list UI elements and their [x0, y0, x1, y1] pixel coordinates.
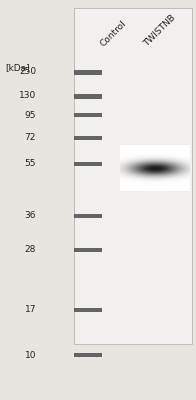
Bar	[74, 353, 102, 357]
Bar	[74, 308, 102, 312]
Bar	[74, 70, 102, 74]
Bar	[74, 162, 102, 166]
Text: TWISTNB: TWISTNB	[142, 13, 177, 48]
Bar	[74, 113, 102, 117]
Text: 130: 130	[19, 92, 36, 100]
Bar	[74, 8, 192, 344]
Bar	[74, 136, 102, 140]
Text: 10: 10	[24, 350, 36, 360]
Text: 36: 36	[24, 212, 36, 220]
Text: 28: 28	[25, 246, 36, 254]
Text: 250: 250	[19, 68, 36, 76]
Bar	[74, 214, 102, 218]
Text: 72: 72	[25, 134, 36, 142]
Text: Control: Control	[99, 18, 128, 48]
Bar	[74, 94, 102, 98]
Text: 95: 95	[24, 110, 36, 120]
Text: 55: 55	[24, 160, 36, 168]
Bar	[74, 248, 102, 252]
Text: [kDa]: [kDa]	[5, 64, 30, 72]
Text: 17: 17	[24, 306, 36, 314]
